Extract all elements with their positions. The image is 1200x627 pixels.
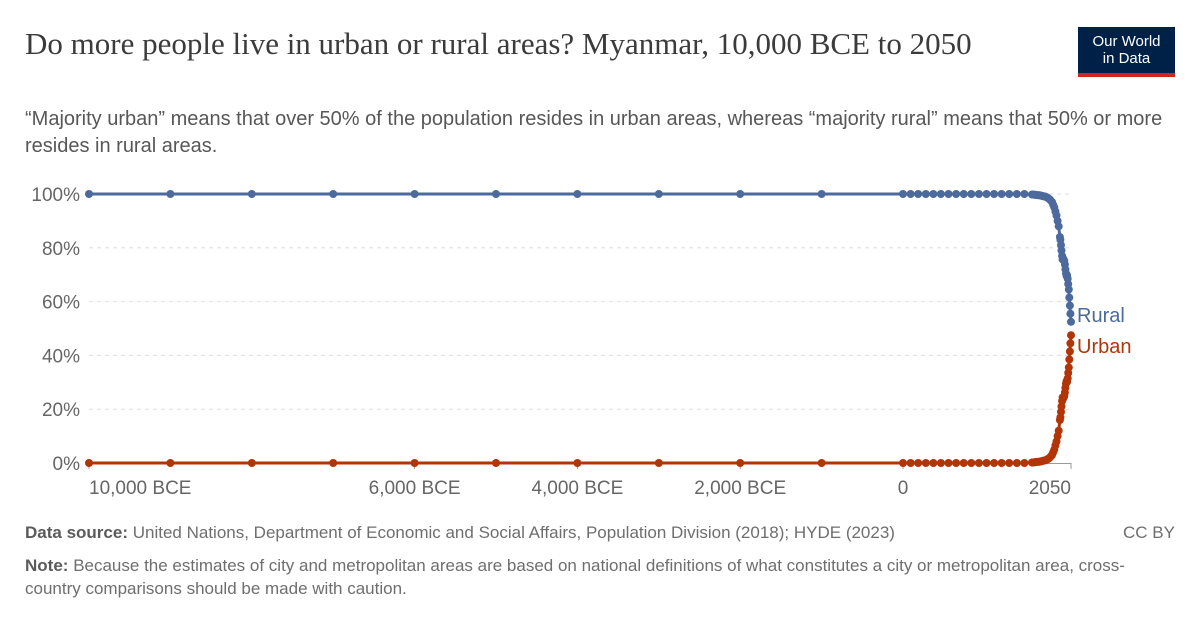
x-tick-label: 2,000 BCE <box>694 478 786 499</box>
rural-data-point <box>990 190 999 198</box>
urban-data-point <box>492 459 500 467</box>
urban-data-point <box>1005 459 1014 467</box>
rural-data-point <box>967 190 976 198</box>
data-source-label: Data source: <box>25 523 128 542</box>
urban-data-point <box>1065 355 1074 364</box>
rural-data-point <box>974 190 983 198</box>
y-tick-label: 20% <box>42 400 80 421</box>
note-text: Because the estimates of city and metrop… <box>25 556 1125 598</box>
x-tick-label: 10,000 BCE <box>89 478 191 499</box>
urban-data-point <box>936 459 945 467</box>
data-source: Data source: United Nations, Department … <box>25 521 1175 544</box>
rural-data-point <box>1005 190 1014 198</box>
grid-lines <box>89 193 1071 410</box>
y-tick-label: 40% <box>42 346 80 367</box>
rural-data-point <box>1012 190 1021 198</box>
rural-data-point <box>492 190 500 198</box>
urban-data-point <box>1067 331 1075 340</box>
data-source-text: United Nations, Department of Economic a… <box>132 523 895 542</box>
rural-data-point <box>329 190 338 198</box>
urban-data-point <box>997 459 1006 467</box>
rural-data-point <box>944 190 953 198</box>
urban-data-point <box>967 459 976 467</box>
y-tick-label: 60% <box>42 293 80 314</box>
urban-data-point <box>654 459 663 467</box>
note-label: Note: <box>25 556 69 575</box>
rural-data-point <box>1066 309 1075 318</box>
rural-data-point <box>1064 285 1073 294</box>
rural-data-point <box>573 190 582 198</box>
x-tick-label: 6,000 BCE <box>369 478 461 499</box>
urban-series-label: Urban <box>1077 336 1131 358</box>
rural-data-point <box>982 190 991 198</box>
rural-data-point <box>85 190 93 198</box>
rural-data-point <box>906 190 915 198</box>
urban-data-point <box>329 459 338 467</box>
rural-data-point <box>736 190 745 198</box>
rural-data-point <box>1065 301 1074 310</box>
x-tick-label: 0 <box>898 478 909 499</box>
rural-data-point <box>1054 222 1063 231</box>
x-tick-label: 2050 <box>1029 478 1071 499</box>
urban-data-point <box>85 459 93 467</box>
urban-data-point <box>982 459 991 467</box>
urban-data-point <box>1066 339 1075 348</box>
rural-data-point <box>166 190 175 198</box>
urban-data-point <box>1064 363 1073 372</box>
rural-data-point <box>914 190 923 198</box>
rural-data-point <box>247 190 256 198</box>
urban-data-point <box>1012 459 1021 467</box>
rural-data-point <box>959 190 968 198</box>
series-labels: Rural Urban <box>1077 305 1131 358</box>
rural-series-label: Rural <box>1077 305 1125 327</box>
chart-title: Do more people live in urban or rural ar… <box>25 26 972 61</box>
urban-data-point <box>1054 426 1063 435</box>
rural-data-point <box>952 190 961 198</box>
urban-data-point <box>817 459 826 467</box>
rural-data-point <box>654 190 663 198</box>
urban-data-point <box>959 459 968 467</box>
urban-data-point <box>736 459 745 467</box>
y-tick-label: 100% <box>31 185 80 206</box>
rural-data-point <box>936 190 945 198</box>
urban-data-point <box>1020 459 1029 467</box>
urban-data-point <box>906 459 915 467</box>
axes: 0% 20% 40% 60% 80% 100% 10,000 BCE 6,000 BCE 4,0… <box>31 185 1072 499</box>
chart-note: Note: Because the estimates of city and … <box>25 554 1175 600</box>
owid-logo[interactable]: Our World in Data <box>1078 27 1175 77</box>
series-lines <box>85 190 1075 467</box>
y-tick-label: 0% <box>53 454 81 475</box>
rural-data-point <box>899 190 907 198</box>
rural-data-point <box>1020 190 1029 198</box>
rural-data-point <box>1067 317 1075 326</box>
urban-data-point <box>929 459 938 467</box>
y-tick-label: 80% <box>42 239 80 260</box>
logo-line-2: in Data <box>1102 50 1151 67</box>
rural-data-point <box>410 190 419 198</box>
urban-data-point <box>974 459 983 467</box>
urban-data-point <box>247 459 256 467</box>
urban-series-line <box>89 335 1073 465</box>
rural-data-point <box>997 190 1006 198</box>
urban-data-point <box>1065 347 1074 356</box>
urban-data-point <box>166 459 175 467</box>
rural-series-line <box>89 192 1073 322</box>
urban-data-point <box>410 459 419 467</box>
rural-data-point <box>929 190 938 198</box>
urban-data-point <box>899 459 907 467</box>
urban-data-point <box>990 459 999 467</box>
chart-subtitle: “Majority urban” means that over 50% of … <box>25 108 1163 157</box>
rural-data-point <box>817 190 826 198</box>
urban-data-point <box>944 459 953 467</box>
urban-data-point <box>952 459 961 467</box>
urban-data-point <box>573 459 582 467</box>
logo-line-1: Our World <box>1092 33 1161 50</box>
rural-data-point <box>1065 293 1074 302</box>
rural-data-point <box>921 190 930 198</box>
urban-data-point <box>921 459 930 467</box>
x-tick-label: 4,000 BCE <box>531 478 623 499</box>
license-link[interactable]: CC BY <box>1123 523 1175 542</box>
urban-data-point <box>914 459 923 467</box>
